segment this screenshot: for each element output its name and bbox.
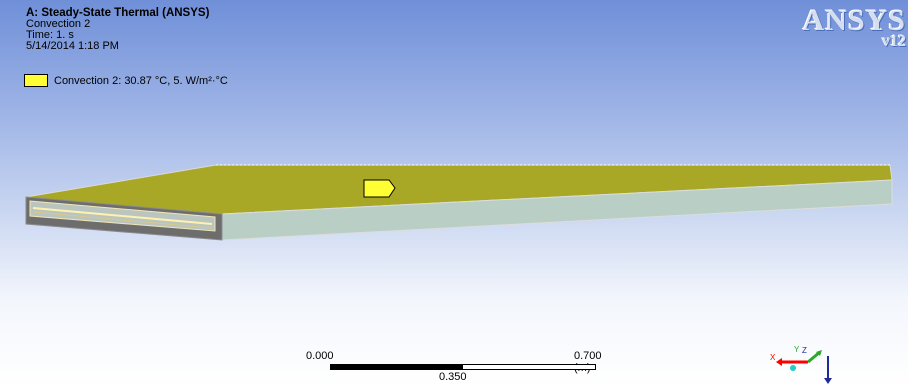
axis-triad[interactable]: X Y Z (768, 340, 838, 385)
scale-label-start: 0.000 (306, 350, 334, 362)
scale-fill (331, 365, 463, 369)
ansys-logo: ANSYS v12 (803, 6, 906, 50)
scale-label-middle: 0.350 (439, 371, 467, 383)
time-value: Time: 1. s (26, 29, 74, 41)
y-axis-label: Y (794, 345, 800, 354)
x-arrow-icon (776, 358, 782, 366)
x-axis-label: X (770, 353, 776, 362)
analysis-title: A: Steady-State Thermal (ANSYS) (26, 7, 210, 19)
origin-sphere-icon (790, 365, 796, 371)
load-name: Convection 2 (26, 18, 91, 30)
y-arrow-icon (816, 350, 822, 356)
load-legend: Convection 2: 30.87 °C, 5. W/m²·°C (24, 74, 228, 87)
model-end-stripe-2 (32, 211, 213, 229)
scale-bar: 0.000 0.700 (m) 0.350 (296, 350, 616, 384)
legend-label: Convection 2: 30.87 °C, 5. W/m²·°C (54, 74, 228, 87)
model-end-stripe (32, 207, 213, 225)
scale-label-end: 0.700 (m) (574, 350, 602, 374)
legend-swatch (24, 74, 48, 87)
logo-version: v12 (882, 33, 906, 50)
analysis-info: A: Steady-State Thermal (ANSYS) Convecti… (26, 7, 210, 52)
convection-load-marker[interactable] (363, 179, 397, 199)
z-arrow-icon (824, 378, 832, 384)
date-time: 5/14/2014 1:18 PM (26, 40, 119, 52)
scale-track (330, 364, 596, 370)
z-axis-label: Z (802, 346, 807, 355)
logo-brand: ANSYS (802, 4, 906, 37)
